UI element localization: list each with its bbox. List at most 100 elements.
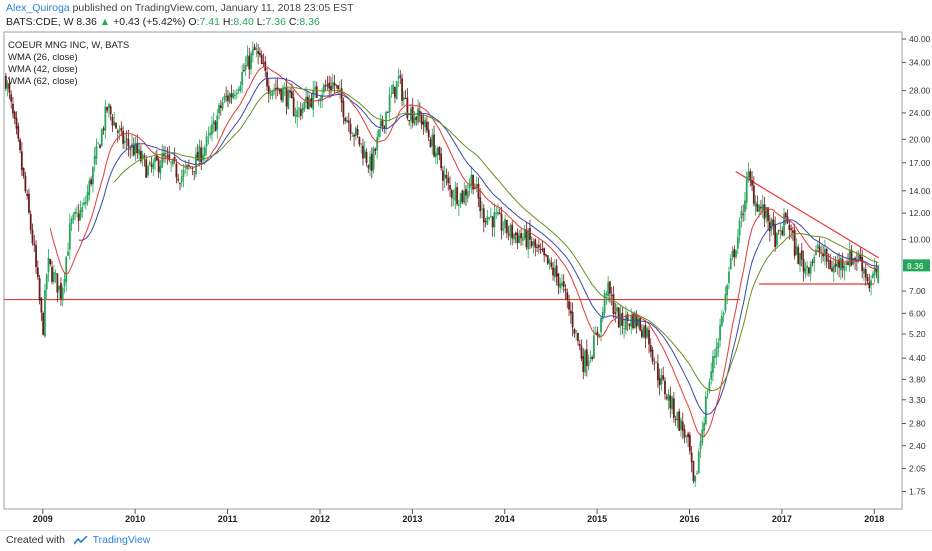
candle (740, 205, 743, 228)
candle (218, 102, 220, 120)
candle (797, 244, 800, 265)
candle (15, 111, 18, 135)
candle (74, 208, 77, 221)
y-tick-label: 5.20 (909, 329, 926, 339)
candle (498, 207, 501, 215)
candle (26, 190, 29, 200)
candle (328, 75, 331, 99)
y-tick-label: 3.80 (909, 374, 926, 384)
candle (688, 431, 691, 455)
candle (616, 303, 618, 316)
candle (193, 171, 196, 181)
candle (283, 82, 286, 97)
candle (859, 247, 862, 261)
candle (266, 67, 268, 91)
candle (436, 146, 439, 165)
candle (555, 259, 558, 286)
candle (70, 216, 73, 232)
candle (230, 84, 233, 104)
candle (282, 84, 284, 103)
candle (83, 197, 85, 207)
candle (722, 311, 725, 323)
legend-wma26[interactable]: WMA (26, close) (8, 52, 78, 63)
candle (255, 42, 258, 58)
candle (79, 200, 82, 221)
x-tick-label: 2009 (33, 514, 53, 524)
candle (473, 183, 476, 190)
candle (234, 90, 236, 100)
candle (349, 117, 352, 141)
open-value: 7.41 (199, 16, 220, 28)
resistance-trendline[interactable] (735, 171, 880, 259)
candle (518, 229, 521, 244)
candle (301, 103, 304, 119)
candle (449, 176, 451, 197)
candle (431, 128, 434, 155)
author-link[interactable]: Alex_Quiroga (6, 2, 70, 14)
candle (639, 316, 642, 332)
legend-wma62[interactable]: WMA (62, close) (8, 76, 78, 87)
candle (312, 80, 315, 118)
candle (351, 131, 354, 137)
price-chart[interactable]: 40.00 34.00 28.00 24.00 20.00 17.00 14.00 12.00… (0, 30, 932, 530)
candle (724, 286, 727, 314)
y-tick-label: 24.00 (909, 108, 931, 118)
candle (417, 99, 419, 126)
candle (90, 176, 93, 187)
candle (22, 167, 25, 179)
candle (562, 274, 565, 293)
candle (116, 128, 119, 143)
candle (136, 134, 139, 159)
candle (477, 177, 480, 208)
candle (422, 113, 425, 135)
candle (232, 89, 235, 100)
candle (623, 318, 626, 339)
candle (539, 243, 542, 254)
tradingview-link[interactable]: TradingView (92, 534, 151, 546)
candle (138, 142, 140, 159)
candle (521, 232, 524, 246)
candle (287, 88, 290, 110)
candle (697, 448, 700, 474)
candle (109, 104, 112, 121)
candle (45, 272, 48, 300)
candle (346, 115, 348, 123)
candle (871, 271, 874, 279)
candle (756, 195, 759, 212)
candle (735, 249, 737, 260)
candle (58, 285, 61, 300)
ohlc-line: BATS:CDE, W 8.36 ▲ +0.43 (+5.42%) O:7.41… (6, 16, 320, 28)
candle (676, 411, 679, 429)
candle (381, 115, 384, 132)
candle (29, 210, 32, 235)
candle (557, 272, 560, 295)
candle (337, 85, 339, 95)
candle (115, 122, 117, 129)
candle (589, 350, 592, 363)
legend-wma42[interactable]: WMA (42, close) (8, 64, 78, 75)
y-tick-label: 14.00 (909, 186, 931, 196)
wma42-line (78, 77, 879, 415)
candle (578, 340, 581, 351)
candle (35, 240, 37, 275)
candle (227, 89, 229, 108)
candle (276, 77, 279, 97)
candle (548, 258, 551, 270)
y-tick-label: 12.00 (909, 208, 931, 218)
candle (600, 316, 602, 342)
up-arrow-icon: ▲ (99, 16, 111, 28)
y-tick-label: 34.00 (909, 58, 931, 68)
candle (553, 258, 556, 282)
x-tick-label: 2010 (125, 514, 145, 524)
candle (99, 144, 101, 149)
wma62-line (113, 86, 879, 392)
candle (356, 124, 359, 139)
chart-area[interactable]: 40.00 34.00 28.00 24.00 20.00 17.00 14.00 12.00… (0, 30, 932, 530)
candle (804, 262, 807, 279)
candle (728, 266, 730, 290)
candle (779, 223, 782, 240)
candle (864, 262, 867, 286)
candle (289, 87, 292, 98)
candle (809, 260, 812, 282)
candle (211, 115, 213, 142)
